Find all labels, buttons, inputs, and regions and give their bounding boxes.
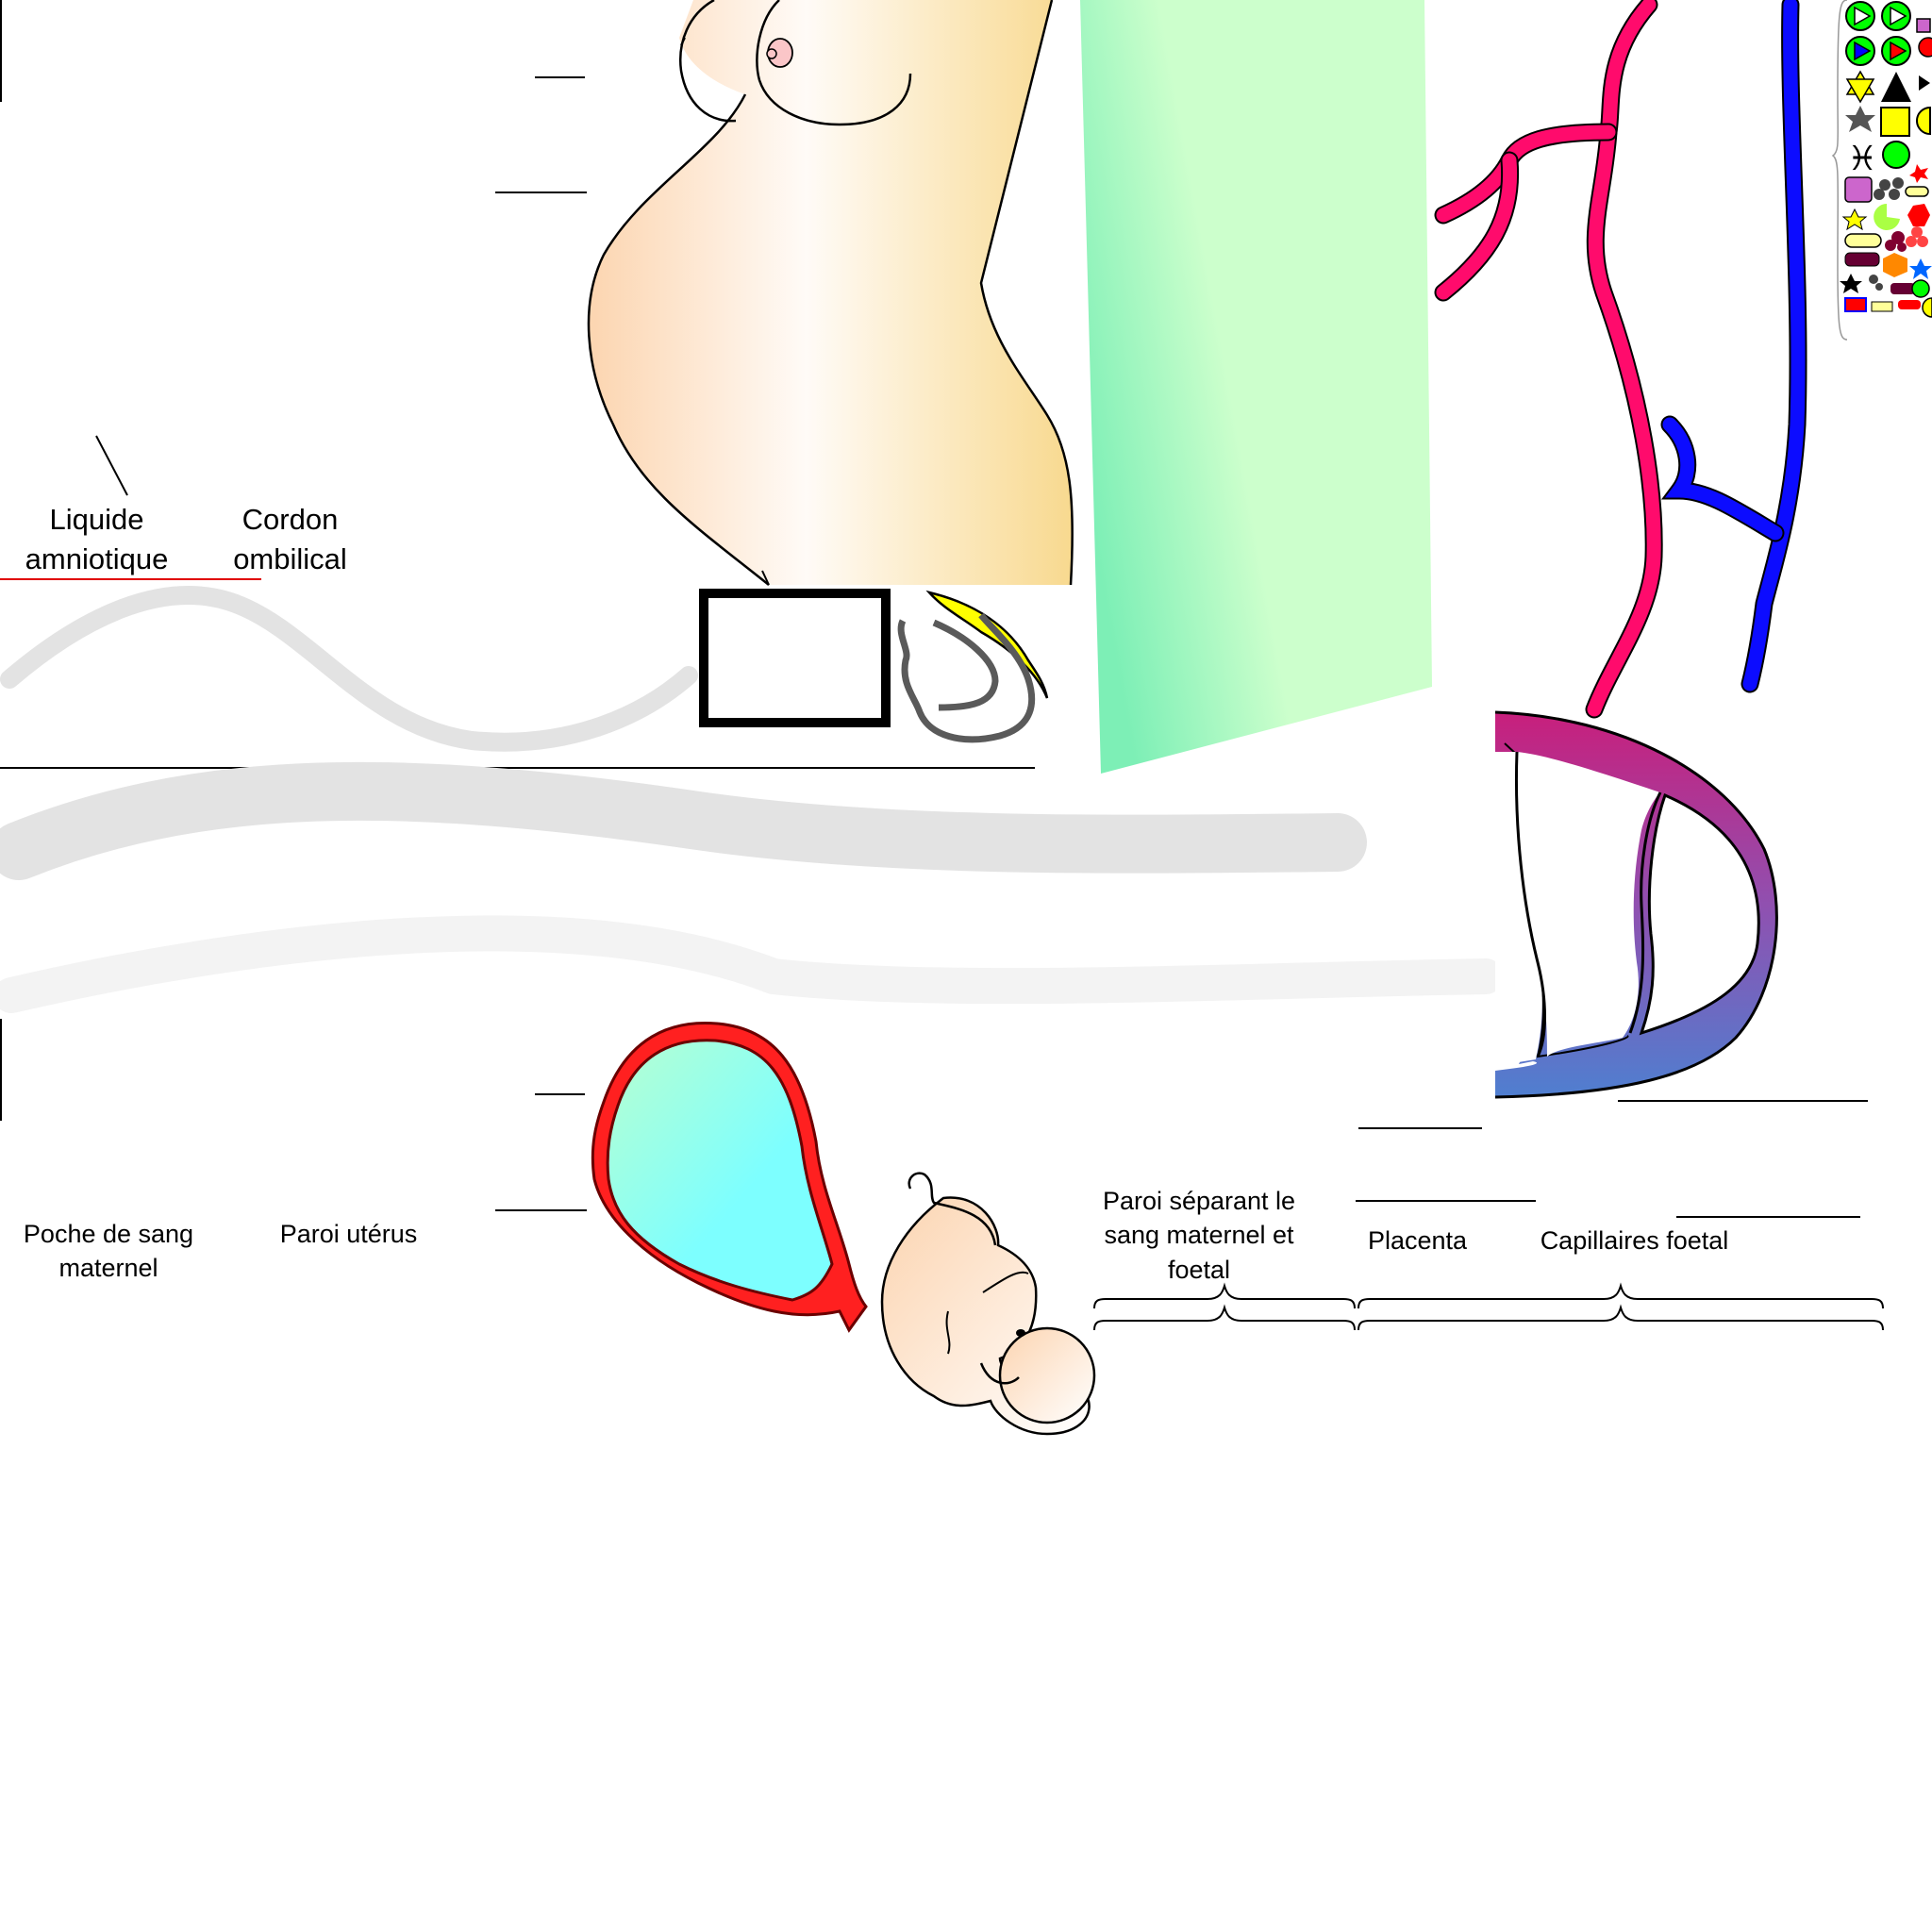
label-liquide-amniotique: Liquide amniotique [25,503,169,575]
half-circle-icon[interactable] [1922,297,1932,318]
cord-coil [897,590,1049,743]
hexagon-orange-icon[interactable] [1883,253,1907,277]
rect-yellow-icon[interactable] [1871,301,1893,312]
bar-red-icon[interactable] [1898,300,1921,309]
label-poche-de-sang: Poche de sang maternel [23,1220,194,1283]
dots-icon[interactable] [1879,179,1890,191]
shape-palette: ♓ [1831,0,1932,341]
pregnant-torso [587,0,1074,586]
leader-line [95,435,128,496]
star-small-icon[interactable] [1909,164,1928,183]
square-yellow-icon[interactable] [1880,107,1910,137]
square-purple-icon[interactable] [1844,176,1873,203]
brace-group [1093,1282,1884,1331]
cluster-icon[interactable] [1891,231,1905,244]
yellow-leaf [925,590,1049,699]
artery [1434,0,1663,719]
rounded-rect-dark-icon[interactable] [1890,283,1915,294]
placenta-shape [1494,710,1778,1099]
green-panel [1080,0,1432,774]
star-black-icon[interactable] [1840,274,1862,293]
half-circle-icon[interactable] [1916,106,1931,136]
star-gray-icon[interactable] [1845,106,1875,132]
label-paroi-uterus: Paroi utérus [279,1220,418,1248]
star-small-icon[interactable] [1841,208,1868,231]
play-green-icon[interactable] [1854,6,1872,26]
star-blue-icon[interactable] [1909,258,1932,279]
label-placenta: Placenta [1367,1226,1468,1255]
vein [1660,0,1807,693]
frame-rectangle [699,589,891,727]
cord-band-light [0,915,791,1013]
red-circle-icon[interactable] [1918,37,1932,58]
label-cordon-ombilical: Cordon ombilical [233,503,347,575]
cluster-icon[interactable] [1911,226,1923,238]
triangle-small-icon[interactable] [1919,75,1930,91]
crescent-icon[interactable] [1911,149,1930,165]
circle-green-small-icon[interactable] [1911,279,1930,298]
pacman-icon[interactable] [1874,204,1900,230]
pisces-icon[interactable]: ♓ [1847,140,1877,178]
heptagon-red-icon[interactable] [1907,204,1930,226]
cord-band [0,761,1367,880]
label-paroi-separant: Paroi séparant le sang maternel et foeta… [1102,1187,1296,1284]
small-square-icon[interactable] [1916,18,1931,33]
uterus-sac [591,1021,868,1333]
bar-red-icon[interactable] [1844,297,1867,312]
circle-green-icon[interactable] [1882,141,1910,169]
triangle-icon[interactable] [1881,72,1911,102]
pill-icon[interactable] [1844,233,1882,248]
rounded-rect-dark-icon[interactable] [1844,252,1880,267]
rounded-rect-icon[interactable] [1905,186,1929,197]
cord-wave [0,586,698,752]
fetus [880,1172,1096,1436]
label-capillaires-foetal: Capillaires foetal [1540,1226,1729,1255]
cord-band-light [756,958,1504,1005]
